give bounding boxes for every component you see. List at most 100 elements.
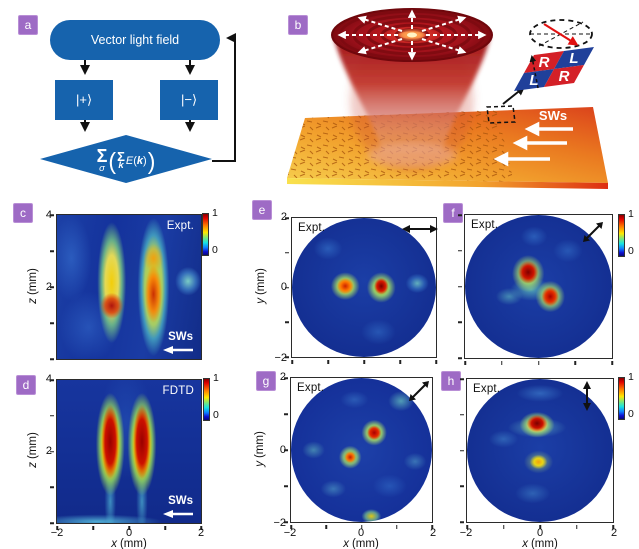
g-ytick-neg2: −2	[273, 517, 286, 529]
colorbar-f	[618, 214, 625, 257]
tick-mark	[396, 525, 398, 529]
c-ytick-2: 2	[45, 281, 52, 293]
cell-letter: R	[539, 54, 550, 71]
heatmap-h	[467, 379, 613, 522]
light-cone-body	[334, 37, 490, 153]
h-xtick-2: 2	[610, 527, 618, 539]
d-ytick-4: 4	[45, 373, 52, 385]
tick-mark	[291, 360, 293, 364]
cone-base-glow	[367, 143, 457, 167]
panel-label-a: a	[18, 15, 38, 35]
tick-mark	[458, 250, 462, 252]
tick-mark	[435, 360, 437, 364]
g-ytick-0: 0	[279, 444, 286, 456]
tick-mark	[50, 286, 54, 288]
colorbar-d	[203, 378, 210, 421]
tick-mark	[284, 413, 288, 415]
panel-b: R L L R SWs	[282, 5, 637, 195]
tick-mark	[539, 525, 541, 529]
e-tag: Expt.	[298, 222, 326, 234]
flow-box-plus	[55, 80, 113, 120]
flow-box-minus	[160, 80, 218, 120]
tick-mark	[290, 525, 292, 529]
tick-mark	[574, 361, 576, 365]
heatmap-e	[292, 218, 436, 357]
c-cbar-min: 0	[212, 244, 218, 256]
panel-g-plot: Expt.	[284, 377, 433, 529]
tick-mark	[460, 485, 464, 487]
h-cbar-min: 0	[628, 408, 634, 420]
flowchart-diagram	[40, 20, 236, 183]
g-x-axis-title: x (mm)	[343, 538, 379, 549]
c-cbar-max: 1	[212, 207, 218, 219]
g-polarization-arrow-diagonal	[409, 381, 429, 401]
tick-mark	[285, 252, 289, 254]
panel-h-plot: Expt.	[460, 378, 614, 529]
tick-mark	[327, 360, 329, 364]
cell-letter: L	[569, 50, 578, 67]
tick-mark	[460, 521, 464, 523]
metasurface-illustration: R L L R SWs	[287, 8, 608, 189]
flow-diamond	[40, 135, 212, 183]
d-sws-arrow	[163, 510, 193, 518]
polarization-vector-arrow	[543, 23, 579, 46]
tick-mark	[284, 449, 288, 451]
vector-beam-disk	[331, 8, 493, 62]
tick-mark	[502, 525, 505, 529]
f-cbar-min: 0	[628, 245, 634, 257]
e-ytick-2: 2	[280, 211, 287, 223]
tick-mark	[164, 526, 166, 530]
colorbar-h	[618, 377, 625, 420]
tick-mark	[431, 525, 433, 529]
tick-mark	[285, 321, 289, 323]
panel-label-e: e	[252, 200, 272, 220]
tick-mark	[50, 522, 54, 524]
tick-mark	[50, 415, 54, 417]
d-cbar-max: 1	[213, 372, 219, 384]
tick-mark	[460, 378, 464, 380]
field-kernel: E(k)	[125, 155, 147, 167]
g-xtick-neg2: −2	[283, 527, 297, 539]
g-tag: Expt.	[297, 382, 325, 394]
d-y-axis-title: z(mm)	[27, 432, 39, 468]
h-xtick-neg2: −2	[459, 527, 473, 539]
tick-mark	[325, 525, 327, 529]
d-sws-label: SWs	[168, 495, 193, 507]
feedback-arrow	[212, 33, 236, 162]
e-ytick-0: 0	[280, 281, 287, 293]
tick-mark	[464, 361, 466, 365]
tick-mark	[285, 286, 289, 289]
tick-mark	[50, 379, 54, 381]
rl-checkerboard: R L L R	[514, 47, 594, 91]
e-polarization-arrow-horizontal	[402, 225, 438, 233]
heatmap-c	[57, 215, 201, 359]
tick-mark	[50, 322, 54, 324]
tick-mark	[458, 214, 462, 216]
d-tag: FDTD	[162, 385, 194, 397]
h-cbar-max: 1	[628, 371, 634, 383]
c-sws-arrow	[163, 346, 193, 354]
sws-arrows	[493, 121, 573, 167]
g-xtick-0: 0	[357, 527, 365, 539]
panel-label-g: g	[256, 371, 276, 391]
tick-mark	[399, 360, 401, 364]
tick-mark	[460, 414, 464, 416]
tick-mark	[200, 526, 202, 530]
tick-mark	[360, 525, 363, 529]
panel-f-plot: Expt.	[458, 214, 613, 365]
tick-mark	[458, 357, 462, 359]
c-sws-label: SWs	[168, 331, 193, 343]
radial-polarization-arrows	[337, 9, 487, 61]
tick-mark	[50, 250, 54, 252]
h-xtick-0: 0	[536, 527, 544, 539]
d-ytick-2: 2	[45, 445, 52, 457]
flow-pill	[50, 20, 220, 60]
d-x-axis-title: x (mm)	[111, 538, 147, 549]
heatmap-d	[57, 380, 201, 523]
tick-mark	[460, 449, 464, 452]
tick-mark	[612, 525, 614, 529]
tick-mark	[56, 526, 58, 530]
panel-label-c: c	[13, 203, 33, 223]
